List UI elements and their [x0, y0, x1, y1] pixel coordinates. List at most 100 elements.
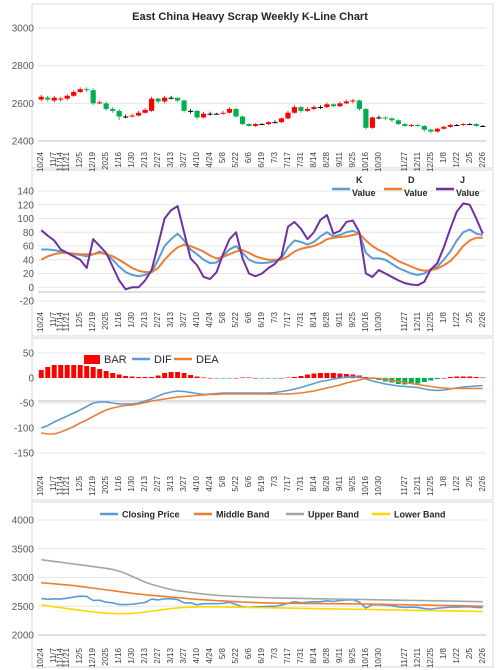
candle-body [103, 103, 109, 109]
x-tick-label: 12/11 [413, 151, 422, 171]
x-tick-label: 1/30 [127, 647, 136, 663]
x-tick-label: 8/14 [309, 475, 318, 491]
macd-bar [168, 372, 174, 378]
macd-bar [207, 378, 213, 379]
macd-bar [64, 365, 70, 378]
x-tick-label: 12/5 [75, 647, 84, 663]
macd-bar [285, 377, 291, 378]
y-tick-label: 3500 [12, 544, 35, 555]
candle-body [200, 113, 207, 118]
candle-body [382, 117, 388, 119]
panel-border [31, 337, 494, 501]
x-tick-label: 11/27 [400, 311, 409, 331]
panel-border [31, 169, 494, 337]
candle-body [97, 102, 103, 104]
x-tick-label: 3/13 [166, 311, 175, 327]
candle-body [278, 118, 285, 123]
series-line-dif [40, 375, 483, 429]
x-tick-label: 11/21 [62, 151, 71, 171]
chart-title: East China Heavy Scrap Weekly K-Line Cha… [132, 11, 368, 23]
legend-label: D [408, 175, 415, 185]
macd-bar [441, 378, 447, 379]
x-tick-label: 3/13 [166, 475, 175, 491]
series-line-upper-band [41, 558, 483, 603]
y-tick-label: 80 [23, 228, 35, 239]
x-tick-label: 1/22 [452, 151, 461, 167]
macd-bar [298, 376, 304, 378]
x-tick-label: 11/7 [49, 311, 58, 327]
macd-bar [408, 378, 414, 384]
x-tick-label: 12/25 [426, 647, 435, 668]
x-tick-label: 12/11 [413, 647, 422, 667]
legend-label: K [356, 175, 363, 185]
macd-bar [220, 378, 226, 379]
x-tick-label: 12/5 [75, 475, 84, 491]
x-tick-label: 1/16 [114, 311, 123, 327]
x-tick-label: 8/28 [322, 647, 331, 663]
x-tick-label: 5/8 [218, 647, 227, 659]
candle-body [51, 97, 57, 101]
macd-bar [272, 378, 278, 379]
candle-body [168, 97, 174, 99]
candle-body [58, 98, 64, 100]
macd-bar [311, 373, 317, 378]
x-tick-label: 7/31 [296, 311, 305, 327]
x-tick-label: 2/5 [465, 475, 474, 487]
macd-bar [129, 376, 135, 378]
panel-border [31, 501, 494, 668]
x-tick-label: 12/19 [88, 647, 97, 668]
y-tick-label: 2000 [12, 631, 35, 642]
x-tick-label: 2/27 [153, 311, 162, 327]
x-tick-label: 10/16 [361, 475, 370, 496]
x-tick-label: 5/8 [218, 475, 227, 487]
y-tick-label: 2500 [12, 602, 35, 613]
candle-body [116, 110, 122, 117]
x-tick-label: 5/22 [231, 151, 240, 167]
macd-bar [428, 378, 434, 381]
candle-body [77, 89, 83, 93]
candle-body [259, 124, 265, 126]
x-tick-label: 7/3 [270, 475, 279, 487]
macd-bar [402, 378, 408, 385]
x-tick-label: 8/14 [309, 647, 318, 663]
candle-body [304, 108, 311, 111]
candle-body [324, 104, 330, 108]
panel-border [31, 3, 494, 169]
y-tick-label: 140 [17, 187, 34, 198]
x-tick-label: 10/24 [36, 475, 45, 496]
macd-bar [467, 376, 473, 378]
candle-body [64, 95, 70, 99]
x-tick-label: 4/24 [205, 475, 214, 491]
macd-bar [473, 377, 479, 378]
x-tick-label: 2025 [101, 311, 110, 329]
macd-bar [38, 370, 44, 378]
series-line-dea [41, 377, 483, 435]
macd-bar [188, 375, 194, 378]
candle-body [441, 126, 447, 129]
legend-label: Upper Band [308, 510, 359, 520]
x-tick-label: 1/16 [114, 151, 123, 167]
x-tick-label: 12/5 [75, 311, 84, 327]
x-tick-label: 1/22 [452, 475, 461, 491]
legend-label: Lower Band [394, 510, 446, 520]
x-tick-label: 7/17 [283, 647, 292, 663]
macd-bar [90, 367, 96, 378]
macd-bar [201, 377, 207, 378]
y-tick-label: -150 [14, 449, 34, 460]
y-tick-label: -50 [20, 399, 35, 410]
x-tick-label: 7/17 [283, 311, 292, 327]
x-tick-label: 5/22 [231, 647, 240, 663]
macd-bar [84, 366, 90, 378]
series-line-lower-band [41, 604, 483, 615]
y-tick-label: 50 [23, 349, 35, 360]
candle-body [395, 120, 401, 125]
x-tick-label: 12/11 [413, 475, 422, 495]
x-tick-label: 3/27 [179, 311, 188, 327]
x-tick-label: 7/3 [270, 311, 279, 323]
candle-body [454, 124, 460, 126]
panel-2: -20 0 20 40 60 80 100 120 140 10/24 11/7 11/21 12/5 1… [17, 187, 486, 333]
macd-bar [233, 378, 239, 379]
x-tick-label: 8/14 [309, 311, 318, 327]
candle-body [317, 107, 324, 109]
x-tick-label: 5/22 [231, 311, 240, 327]
